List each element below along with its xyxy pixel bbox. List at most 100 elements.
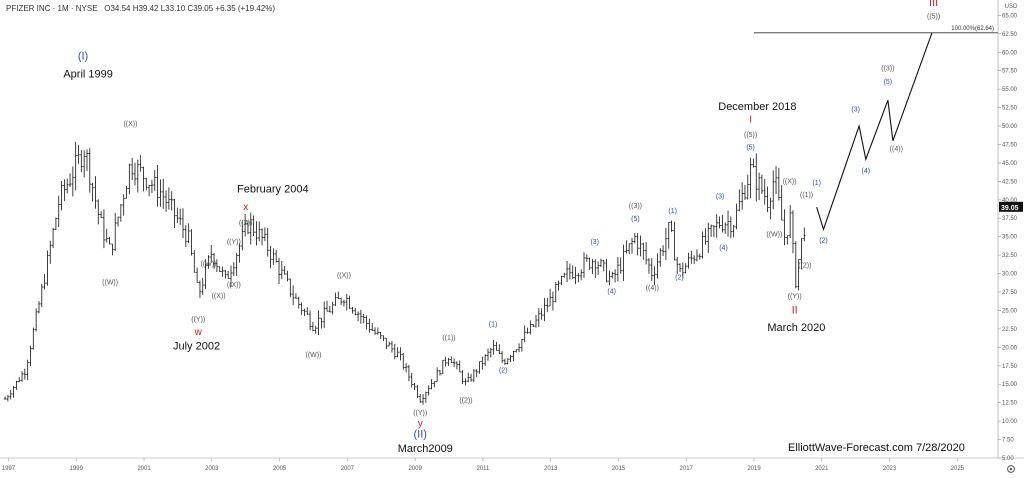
wave-label: w: [194, 327, 203, 338]
wave-label: (3): [716, 193, 725, 200]
price-tick-label: 10.00: [1002, 419, 1018, 425]
time-tick-label: 1999: [70, 466, 84, 472]
price-tick-label: 32.50: [1002, 253, 1018, 259]
last-price-tag: [999, 201, 1023, 212]
time-tick-label: 2017: [680, 466, 694, 472]
time-tick-label: 2001: [137, 466, 151, 472]
wave-label: ((W)): [766, 232, 782, 239]
price-tick-label: 37.50: [1002, 216, 1018, 222]
wave-label: April 1999: [63, 68, 113, 80]
wave-label: ((W)): [305, 352, 321, 359]
price-tick-label: 40.00: [1002, 198, 1018, 204]
wave-label: (2): [675, 274, 684, 281]
price-tick-label: 42.50: [1002, 179, 1018, 185]
wave-label: ((2)): [459, 398, 472, 405]
symbol-title: PFIZER INC · 1M · NYSE: [6, 4, 98, 13]
price-axis[interactable]: USD 5.00 7.50 10.00 12.50 15.00 17.50 20.00 22.5…: [997, 0, 1024, 478]
time-tick-label: 2015: [612, 466, 626, 472]
wave-label: March 2020: [767, 322, 825, 334]
price-tick-label: 50.00: [1002, 124, 1018, 130]
time-tick-label: 2003: [205, 466, 219, 472]
forecast-layer: 100.00%(62.64): [754, 26, 998, 232]
wave-label: I: [749, 114, 752, 125]
wave-label: (4): [719, 245, 728, 252]
wave-labels: (I) April 1999 ((X)) ((W)) February 2004 x ((Z…: [63, 0, 940, 455]
price-tick-label: 65.00: [1002, 13, 1018, 19]
price-tick-label: 15.00: [1002, 382, 1018, 388]
wave-label: ((1)): [442, 335, 455, 342]
wave-label: y: [418, 418, 423, 429]
price-tick-label: 52.50: [1002, 106, 1018, 112]
price-tick-label: 27.50: [1002, 290, 1018, 296]
price-tick-label: 45.00: [1002, 161, 1018, 167]
wave-label: (3): [590, 239, 599, 246]
price-tick-label: 55.00: [1002, 87, 1018, 93]
wave-label: ((Y)): [191, 317, 205, 324]
chart-legend: PFIZER INC · 1M · NYSE O34.54 H39.42 L33…: [6, 4, 275, 13]
price-tick-label: 7.50: [1002, 438, 1014, 444]
wave-label: ((Y)): [788, 294, 802, 301]
wave-label: ((X)): [783, 179, 797, 186]
time-tick-label: 2025: [951, 466, 965, 472]
wave-label: July 2002: [173, 341, 220, 353]
watermark: ElliottWave-Forecast.com 7/28/2020: [788, 442, 965, 454]
price-tick-label: 5.00: [1002, 456, 1014, 462]
wave-label: (5): [884, 79, 893, 86]
price-tick-label: 20.00: [1002, 345, 1018, 351]
target-label: 100.00%(62.64): [951, 26, 994, 32]
currency-label: USD: [1005, 4, 1018, 10]
time-tick-label: 2005: [273, 466, 287, 472]
wave-label: ((4)): [646, 285, 659, 292]
time-tick-label: 2007: [341, 466, 355, 472]
wave-label: (5): [631, 216, 640, 223]
wave-label: ((W)): [200, 261, 216, 268]
wave-label: ((X)): [227, 282, 241, 289]
price-tick-label: 47.50: [1002, 142, 1018, 148]
wave-label: (3): [851, 106, 860, 113]
price-tick-label: 22.50: [1002, 327, 1018, 333]
wave-label: (1): [668, 208, 677, 215]
time-tick-label: 2023: [883, 466, 897, 472]
wave-label: x: [243, 202, 248, 213]
wave-label: ((3)): [881, 66, 894, 73]
ohlc-readout: O34.54 H39.42 L33.10 C39.05 +6.35 (+19.4…: [104, 4, 276, 13]
time-tick-label: 1997: [2, 466, 16, 472]
gear-icon[interactable]: [1007, 465, 1015, 473]
wave-label: ((Y)): [413, 410, 427, 417]
price-axis-panel: [998, 0, 1024, 478]
wave-label: (1): [489, 322, 498, 329]
wave-label: ((X)): [123, 121, 137, 128]
price-bars: [3, 141, 806, 405]
wave-label: ((5)): [927, 13, 940, 20]
wave-label: (4): [607, 288, 616, 295]
time-tick-label: 2013: [544, 466, 558, 472]
wave-label: ((Y)): [227, 239, 241, 246]
time-axis[interactable]: 1997 1999 2001 2003 2005 2007 2009 2011 2013 2015…: [0, 457, 1024, 472]
wave-label: (I): [78, 51, 88, 63]
price-tick-label: 17.50: [1002, 364, 1018, 370]
wave-label: (1): [812, 180, 821, 187]
wave-label: (4): [862, 168, 871, 175]
time-tick-label: 2009: [408, 466, 422, 472]
price-tick-label: 60.00: [1002, 50, 1018, 56]
wave-label: ((1)): [800, 192, 813, 199]
wave-label: ((W)): [102, 280, 118, 287]
wave-label: ((X)): [212, 293, 226, 300]
last-price-value: 39.05: [1001, 205, 1019, 212]
wave-label: ((4)): [890, 146, 903, 153]
wave-label: (2): [499, 367, 508, 374]
time-tick-label: 2021: [815, 466, 829, 472]
wave-label: (II): [413, 428, 426, 440]
wave-label: ((5)): [744, 132, 757, 139]
wave-label: March2009: [398, 443, 453, 455]
wave-label: ((Z)): [239, 220, 253, 227]
price-tick-label: 35.00: [1002, 235, 1018, 241]
wave-label: ((X)): [337, 272, 351, 279]
wave-label: ((3)): [629, 203, 642, 210]
price-tick-label: 57.50: [1002, 69, 1018, 75]
wave-label: ((2)): [798, 263, 811, 270]
wave-label: III: [929, 0, 938, 9]
price-tick-label: 25.00: [1002, 308, 1018, 314]
